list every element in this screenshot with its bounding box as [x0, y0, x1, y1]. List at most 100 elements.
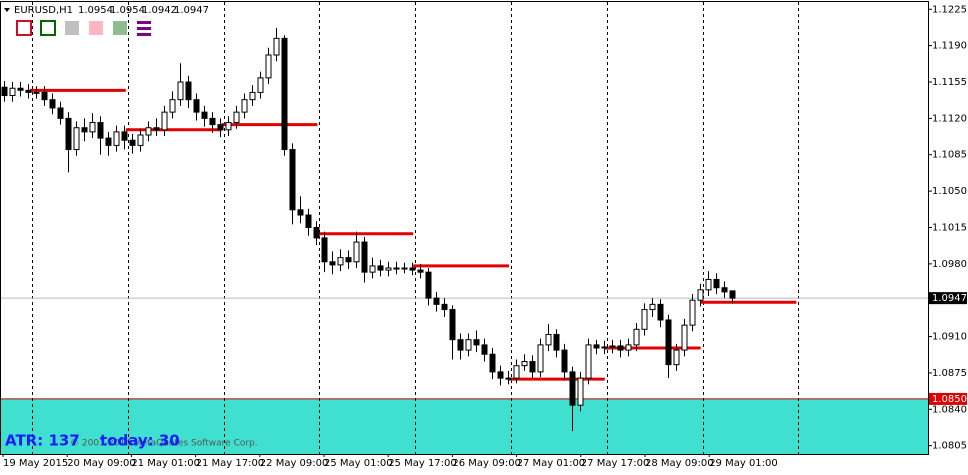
candle-body — [617, 345, 624, 351]
today-label: today: 30 — [100, 432, 180, 450]
candle-body — [497, 371, 504, 379]
candle-body — [57, 107, 64, 119]
atr-label: ATR: 137 — [5, 432, 80, 450]
x-tick-label: 25 May 17:00 — [388, 458, 457, 469]
y-tick-label: 1.0980 — [932, 259, 967, 270]
candle-body — [665, 319, 672, 366]
candle-body — [305, 214, 312, 228]
x-tick-label: 25 May 01:00 — [324, 458, 393, 469]
x-tick-label: 21 May 17:00 — [196, 458, 265, 469]
icon-green[interactable] — [40, 20, 56, 36]
candle-body — [265, 54, 272, 79]
candle-body — [273, 37, 280, 56]
candle-body — [289, 149, 296, 211]
y-tick-label: 1.0875 — [932, 368, 967, 379]
price-axis: 1.1225 1.1190 1.1155 1.1120 1.1085 1.1050 1.10… — [2, 4, 967, 469]
icon-seagreen[interactable] — [113, 21, 127, 35]
candle-body — [713, 278, 720, 289]
candle-body — [217, 124, 224, 131]
candle-body — [249, 91, 256, 101]
icon-purple[interactable] — [137, 21, 151, 36]
candle-body — [425, 271, 432, 299]
candle-body — [177, 81, 184, 101]
y-tick-label: 1.0910 — [932, 332, 967, 343]
candle-body — [41, 91, 48, 101]
candle-body — [465, 339, 472, 351]
candle-body — [105, 137, 112, 146]
candle-body — [113, 131, 120, 146]
icon-red[interactable] — [16, 20, 32, 36]
candle-body — [625, 344, 632, 351]
candle-body — [489, 353, 496, 373]
candle-body — [257, 77, 264, 93]
candle-body — [417, 269, 424, 273]
x-tick-label: 19 May 2015 — [3, 458, 68, 469]
current-price-box — [929, 292, 967, 305]
candle-body — [441, 303, 448, 311]
candle-body — [649, 303, 656, 311]
candle-body — [473, 339, 480, 346]
candle-body — [697, 289, 704, 301]
zone-level-label: 1.0850 — [932, 394, 967, 405]
x-tick-label: 28 May 09:00 — [645, 458, 714, 469]
candle-body — [25, 89, 32, 93]
candle-body — [729, 290, 736, 299]
candle-body — [297, 209, 304, 216]
candle-body — [481, 344, 488, 355]
candle-body — [593, 344, 600, 349]
candle-body — [401, 267, 408, 270]
menu-arrow[interactable] — [4, 8, 10, 12]
candle-body — [609, 345, 616, 348]
candle-body — [9, 87, 16, 97]
candle-body — [385, 267, 392, 271]
candle-body — [521, 361, 528, 367]
candle-body — [393, 267, 400, 270]
candle-body — [201, 111, 208, 119]
ohlc-high: 1.0954 — [110, 5, 145, 16]
candle-body — [17, 87, 24, 91]
ohlc-low: 1.0942 — [142, 5, 177, 16]
candle-body — [577, 377, 584, 406]
candle-body — [329, 261, 336, 266]
header: EURUSD,H1 1.0954 1.0954 1.0942 1.0947 — [4, 5, 209, 36]
candle-body — [65, 117, 72, 151]
y-tick-label: 1.1015 — [932, 222, 967, 233]
icon-gray[interactable] — [65, 21, 79, 35]
candle-body — [721, 287, 728, 293]
candle-body — [225, 122, 232, 131]
candle-body — [361, 241, 368, 273]
candle-body — [689, 299, 696, 326]
candle-body — [129, 139, 136, 146]
watermark: © 2001-2014 MetaQuotes Software Corp. — [70, 439, 258, 449]
y-tick-label: 1.1085 — [932, 150, 967, 161]
candle-body — [145, 127, 152, 136]
candle-body — [313, 226, 320, 239]
candle-body — [377, 265, 384, 271]
candle-body — [1, 86, 8, 97]
zone-level-box — [929, 392, 967, 405]
candle-body — [337, 257, 344, 266]
candle-body — [545, 334, 552, 346]
marks — [1, 27, 797, 432]
candle-body — [633, 328, 640, 346]
candle-body — [233, 111, 240, 124]
candle-body — [121, 131, 128, 141]
candle-body — [513, 365, 520, 379]
current-price-label: 1.0947 — [932, 293, 967, 304]
candle-body — [673, 349, 680, 366]
x-tick-label: 26 May 09:00 — [452, 458, 521, 469]
y-tick-label: 1.1225 — [932, 4, 967, 15]
x-tick-label: 21 May 01:00 — [131, 458, 200, 469]
candle-body — [657, 303, 664, 321]
plot-frame — [0, 1, 929, 455]
candle-body — [457, 339, 464, 351]
ohlc-close: 1.0947 — [174, 5, 209, 16]
candle-body — [185, 81, 192, 101]
candle-body — [97, 122, 104, 139]
candle-body — [81, 127, 88, 133]
candle-body — [281, 37, 288, 151]
candle-body — [705, 278, 712, 291]
icon-pink[interactable] — [89, 21, 103, 35]
candle-body — [585, 344, 592, 379]
